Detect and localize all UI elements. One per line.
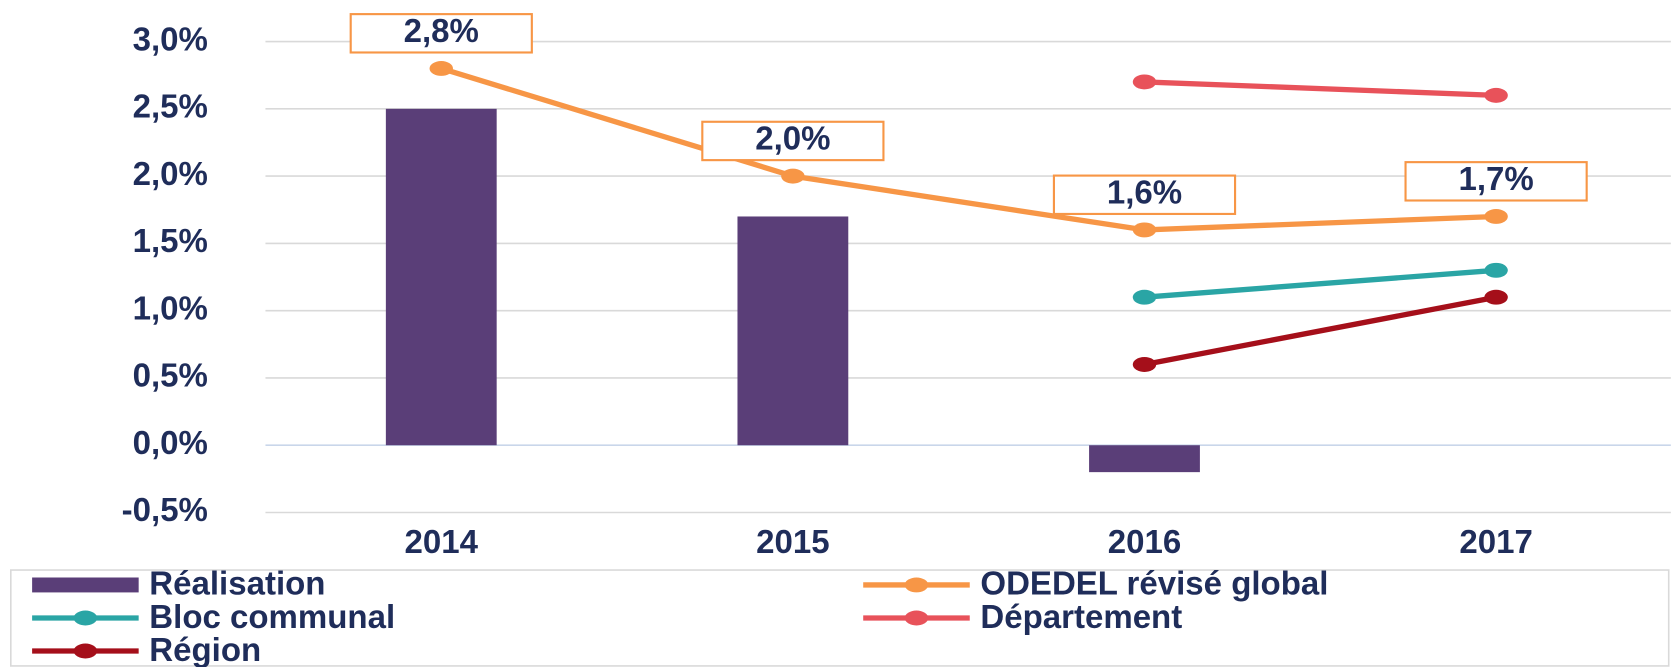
bar <box>737 216 849 446</box>
data-label-box <box>1404 161 1588 202</box>
legend-label: Bloc communal <box>149 598 395 635</box>
data-label: 1,6% <box>1107 173 1182 210</box>
marker <box>1484 209 1508 224</box>
legend-label: Réalisation <box>149 565 325 602</box>
y-tick-label: 2,0% <box>133 155 208 192</box>
x-tick-label: 2017 <box>1459 523 1532 560</box>
x-tick-label: 2015 <box>756 523 829 560</box>
data-label-box <box>1052 174 1237 216</box>
bar <box>1089 445 1200 473</box>
legend-label: Département <box>980 598 1182 635</box>
x-tick-label: 2016 <box>1108 523 1181 560</box>
x-tick-label: 2014 <box>405 523 479 560</box>
data-label-box <box>349 13 533 54</box>
marker <box>1132 74 1157 90</box>
marker <box>1132 357 1157 372</box>
y-tick-label: 0,5% <box>133 357 208 394</box>
data-label-box <box>701 120 885 162</box>
legend-marker <box>904 610 929 626</box>
y-tick-label: 3,0% <box>133 20 208 57</box>
marker <box>1484 87 1508 103</box>
y-tick-label: 1,0% <box>133 289 208 326</box>
line <box>440 65 1497 233</box>
data-label: 2,0% <box>755 120 830 157</box>
legend-swatch <box>32 577 139 593</box>
marker <box>1132 289 1157 305</box>
marker <box>781 168 805 184</box>
legend-marker <box>73 610 98 626</box>
marker <box>1484 262 1508 278</box>
line <box>1144 267 1497 300</box>
data-label: 2,8% <box>404 12 479 49</box>
marker <box>1484 289 1508 305</box>
legend-marker <box>904 577 929 593</box>
bar <box>385 108 497 446</box>
line <box>1144 79 1497 99</box>
legend-label: ODEDEL révisé global <box>980 565 1328 602</box>
marker <box>1132 222 1157 238</box>
y-tick-label: -0,5% <box>122 491 208 528</box>
legend-box <box>10 569 1670 667</box>
y-tick-label: 0,0% <box>133 424 208 461</box>
y-tick-label: 1,5% <box>133 222 208 259</box>
marker <box>429 61 453 76</box>
data-label: 1,7% <box>1458 160 1533 197</box>
legend-marker <box>73 643 98 659</box>
line <box>1143 294 1497 368</box>
legend-label: Région <box>149 631 261 667</box>
y-tick-label: 2,5% <box>133 88 208 125</box>
